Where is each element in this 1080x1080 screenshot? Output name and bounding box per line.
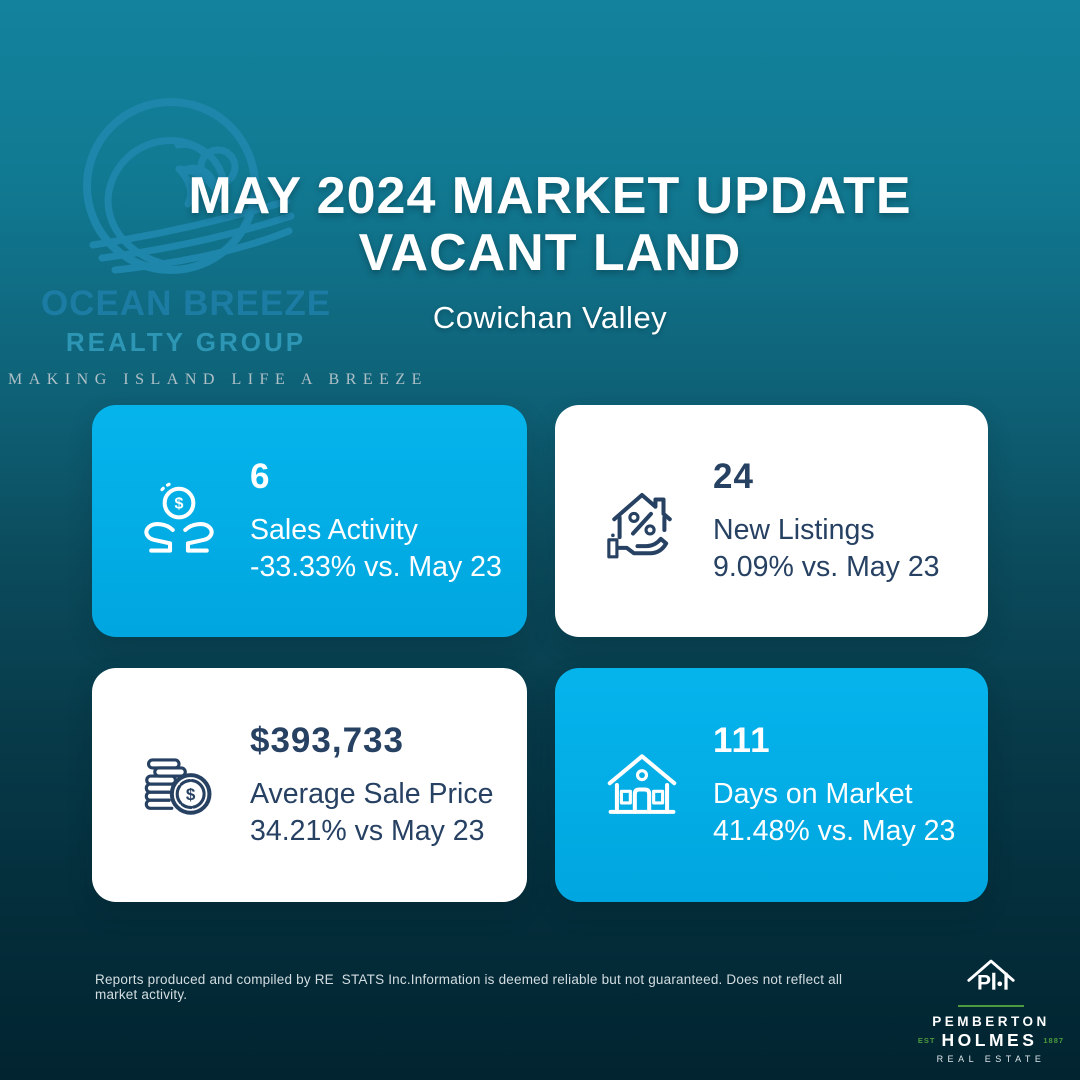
green-divider: [958, 1005, 1024, 1007]
days-on-market-delta: 41.48% vs. May 23: [713, 814, 956, 847]
house-percent-hand-icon: [607, 493, 672, 559]
days-on-market-card: 111 Days on Market 41.48% vs. May 23: [555, 668, 988, 902]
stat-cards-grid: $ 6 Sales Activity -33.33% vs. May 23: [92, 405, 988, 902]
average-sale-price-delta: 34.21% vs May 23: [250, 814, 485, 847]
est-label: EST: [917, 1036, 936, 1045]
days-on-market-value: 111: [713, 720, 771, 760]
sales-activity-delta: -33.33% vs. May 23: [250, 550, 502, 583]
holmes-label: HOLMES: [941, 1030, 1038, 1050]
house-roof-monogram-icon: P: [967, 959, 1015, 995]
svg-text:$: $: [175, 494, 184, 512]
days-on-market-label: Days on Market: [713, 777, 913, 810]
region-subtitle: Cowichan Valley: [432, 300, 668, 335]
brand-tagline: MAKING ISLAND LIFE A BREEZE: [8, 371, 428, 388]
est-year: 1887: [1043, 1036, 1065, 1045]
coin-stack-icon: $: [144, 758, 212, 815]
brand-name: OCEAN BREEZE: [40, 284, 332, 323]
new-listings-delta: 9.09% vs. May 23: [713, 550, 940, 583]
sales-activity-card: $ 6 Sales Activity -33.33% vs. May 23: [92, 405, 527, 637]
page-title: MAY 2024 MARKET UPDATE VACANT LAND: [130, 168, 970, 282]
brand-block: OCEAN BREEZE REALTY GROUP MAKING ISLAND …: [8, 284, 428, 389]
ocean-wave-icon: [83, 98, 295, 274]
title-line-2: VACANT LAND: [358, 224, 742, 282]
title-line-1: MAY 2024 MARKET UPDATE: [188, 167, 912, 225]
sales-activity-value: 6: [250, 456, 271, 496]
svg-text:P: P: [977, 972, 991, 995]
real-estate-label: REAL ESTATE: [936, 1054, 1046, 1064]
average-sale-price-label: Average Sale Price: [250, 777, 494, 810]
new-listings-label: New Listings: [713, 513, 875, 546]
disclaimer-text: Reports produced and compiled by RE STAT…: [95, 972, 847, 1002]
pemberton-label: PEMBERTON: [932, 1014, 1050, 1029]
svg-text:$: $: [186, 785, 196, 804]
sales-activity-label: Sales Activity: [250, 513, 418, 546]
new-listings-value: 24: [713, 456, 754, 496]
brand-subname: REALTY GROUP: [65, 327, 307, 357]
hands-holding-coin-icon: $: [144, 482, 214, 553]
average-sale-price-card: $ $393,733 Average Sale Price 34.21% vs …: [92, 668, 527, 902]
house-icon: [607, 754, 677, 814]
average-sale-price-value: $393,733: [250, 720, 404, 760]
pemberton-holmes-logo: P PEMBERTON EST HOLMES 1887 REAL ESTATE: [903, 954, 1079, 1064]
new-listings-card: 24 New Listings 9.09% vs. May 23: [555, 405, 988, 637]
